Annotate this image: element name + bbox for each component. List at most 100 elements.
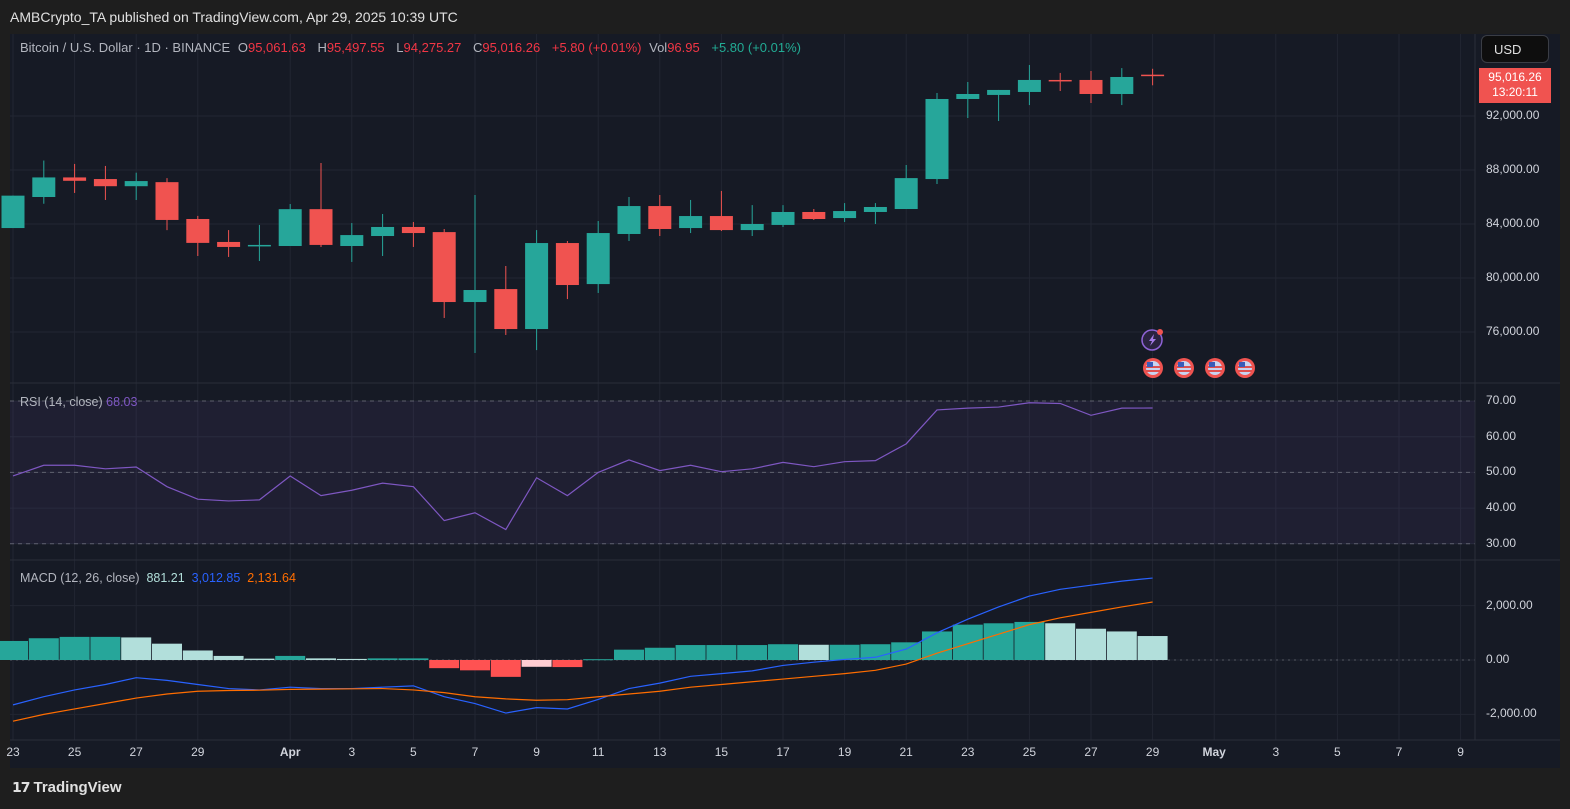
rsi-line-path [12,402,1153,531]
candle-body [93,179,117,187]
macd-histogram-bar [398,658,429,660]
macd-histogram-bar [306,658,336,660]
candle-body [956,93,980,99]
time-axis-label: 13 [653,745,667,759]
time-axis-label: 9 [533,745,540,759]
event-icons [1141,329,1255,378]
macd-histogram-bar [644,647,675,660]
candle [740,205,764,237]
time-axis-label: 5 [1334,745,1341,759]
candle-body [309,209,333,245]
time-axis-label: 7 [1395,745,1403,759]
macd-histogram-bar [182,650,213,660]
macd-signal-value: 2,131.64 [247,571,296,585]
rsi-label: RSI (14, close) [20,395,103,409]
currency-button[interactable]: USD [1481,35,1549,63]
candle [648,194,672,237]
brand-name: TradingView [33,779,122,796]
candle [340,223,364,262]
macd-histogram-bar [1076,628,1106,660]
candle [32,160,56,204]
macd-histogram-bar [0,640,28,660]
high-value: 95,497.55 [326,40,385,55]
candle [1079,71,1103,104]
candle [247,224,271,261]
macd-histogram-bar [922,631,952,660]
candle [987,89,1011,121]
time-axis-label: Apr [279,745,301,759]
bar-countdown: 13:20:11 [1492,85,1538,99]
grid [10,34,1475,740]
candle-body [617,206,641,234]
macd-line [12,577,1153,714]
candle [925,93,949,185]
symbol-legend[interactable]: Bitcoin / U.S. Dollar · 1D · BINANCE O95… [20,40,805,55]
price-change: +5.80 (+0.01%) [551,40,642,55]
us-flag-event-icon [1174,358,1194,378]
macd-histogram-bar [213,655,244,660]
candle [894,165,918,210]
macd-histogram-bar [798,644,829,660]
candle [833,203,857,222]
candle-body [155,182,179,220]
tradingview-logo[interactable]: 𝟭𝟳 TradingView [12,779,122,796]
candle-body [740,224,764,231]
macd-pane [0,577,1168,722]
us-flag-event-icon [1235,358,1255,378]
tradingview-logo-icon: 𝟭𝟳 [12,779,31,795]
candle [432,228,456,318]
candle-body [925,98,949,180]
candle-body [709,216,733,231]
macd-histogram-bar [121,637,152,660]
candle-body [863,206,887,212]
candle [555,241,579,300]
time-axis-label: 29 [1145,745,1160,759]
time-axis-label: 27 [1084,745,1098,759]
candle [309,162,333,247]
candles [1,64,1165,354]
macd-histogram-bar [737,645,768,660]
time-axis-label: 5 [410,745,417,759]
macd-histogram-bar [275,655,306,660]
macd-histogram-bar [1045,623,1076,660]
time-axis-label: 9 [1457,745,1464,759]
candle [155,178,179,231]
candle-body [1141,74,1165,77]
us-flag-event-icon [1143,358,1163,378]
macd-histogram-bar [983,623,1014,660]
candle-body [525,243,549,330]
candle [525,230,549,351]
volume-label: Vol [649,40,668,55]
candle [463,194,487,354]
candle-body [494,289,518,330]
candle [63,163,87,193]
macd-histogram-bar [829,644,860,660]
low-value: 94,275.27 [403,40,462,55]
candle-body [679,216,703,229]
candle [802,209,826,220]
time-axis-label: 3 [348,745,356,759]
candle-body [833,211,857,219]
macd-label: MACD (12, 26, close) [20,571,140,585]
time-axis-label: 29 [191,745,205,759]
macd-histogram-bar [952,624,983,660]
time-axis-label: 17 [776,745,790,759]
candle-body [648,206,672,229]
candle-body [340,235,364,247]
candle [1110,68,1134,106]
candle [124,172,148,200]
macd-legend[interactable]: MACD (12, 26, close) 881.21 3,012.85 2,1… [20,571,296,585]
candle [586,221,610,293]
macd-histogram-bar [860,644,891,660]
candle [709,190,733,232]
price-axis-label: 80,000.00 [1486,270,1540,284]
rsi-legend[interactable]: RSI (14, close) 68.03 [20,395,137,409]
candle-body [217,241,241,247]
time-axis-label: 3 [1272,745,1280,759]
macd-histogram-bar [367,658,398,660]
candle-body [63,177,87,181]
candle-body [894,178,918,210]
candle-body [1048,79,1072,82]
time-axis-label: 23 [961,745,975,759]
